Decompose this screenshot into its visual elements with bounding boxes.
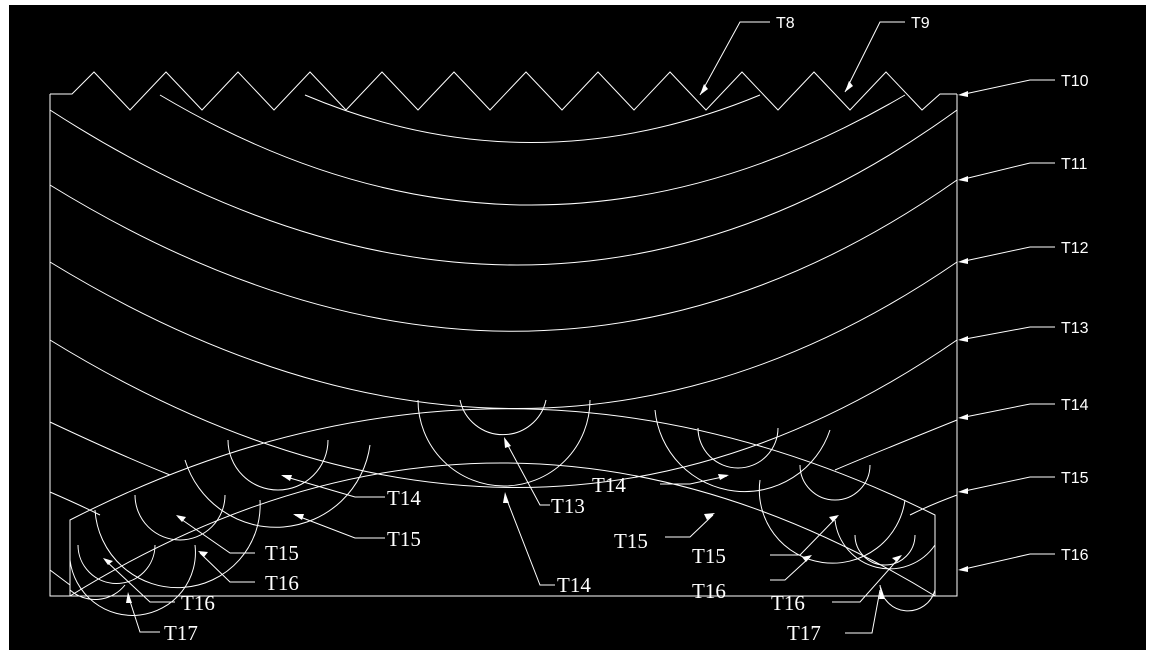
label-t8: T8 xyxy=(776,15,795,32)
label-left-t14: T14 xyxy=(387,486,421,510)
lower-arches xyxy=(49,408,936,597)
label-left-t15-inner: T15 xyxy=(265,541,299,565)
label-t13: T13 xyxy=(1061,320,1089,337)
label-t9: T9 xyxy=(911,15,930,32)
label-right-t15-inner: T15 xyxy=(692,544,726,568)
label-left-t16-upper: T16 xyxy=(265,571,299,595)
label-left-t16-lower: T16 xyxy=(181,591,215,615)
concentric-arcs xyxy=(49,94,958,516)
label-right-t15-outer: T15 xyxy=(614,529,648,553)
arrowheads xyxy=(103,81,968,603)
label-center-t13: T13 xyxy=(551,494,585,518)
label-t11: T11 xyxy=(1061,156,1087,173)
label-t10: T10 xyxy=(1061,73,1089,90)
label-right-t14: T14 xyxy=(592,473,626,497)
label-t15: T15 xyxy=(1061,470,1089,487)
label-left-t17: T17 xyxy=(164,621,198,645)
label-center-t14: T14 xyxy=(557,573,591,597)
label-t12: T12 xyxy=(1061,240,1089,257)
sawtooth-edge xyxy=(50,71,957,111)
label-t16: T16 xyxy=(1061,547,1089,564)
boundary xyxy=(49,71,958,597)
semicircles xyxy=(69,399,936,616)
leader-lines xyxy=(104,21,1055,634)
label-t14: T14 xyxy=(1061,397,1089,414)
label-right-t16-lower: T16 xyxy=(771,591,805,615)
label-right-t17: T17 xyxy=(787,621,821,645)
label-left-t15-outer: T15 xyxy=(387,527,421,551)
label-right-t16-upper: T16 xyxy=(692,579,726,603)
